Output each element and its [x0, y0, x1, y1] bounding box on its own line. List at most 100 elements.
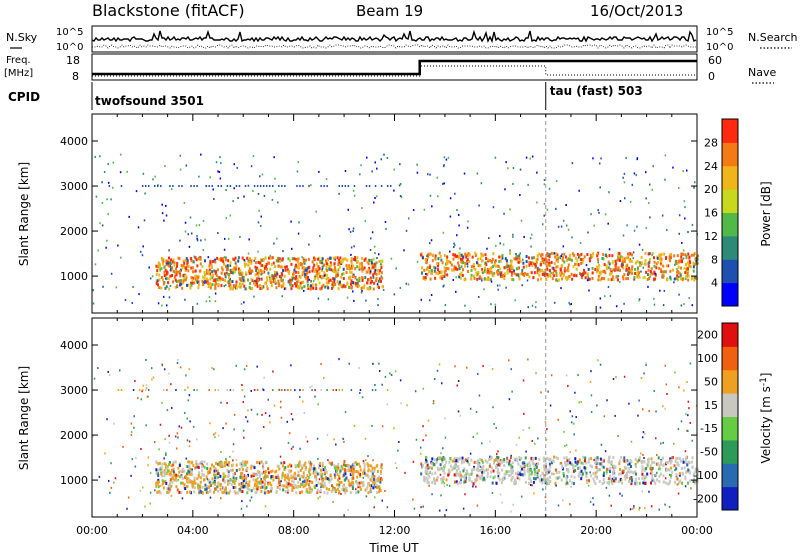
scatter-cell [607, 456, 610, 460]
scatter-cell [436, 264, 439, 268]
scatter-cell [169, 480, 172, 484]
scatter-cell [99, 155, 101, 158]
scatter-cell [640, 377, 643, 380]
scatter-cell [556, 253, 559, 257]
scatter-cell [333, 262, 336, 266]
scatter-cell [680, 266, 683, 270]
freq-tick-high: 18 [66, 54, 80, 67]
colorbar-frame [721, 118, 739, 307]
scatter-cell [444, 303, 447, 306]
scatter-cell [181, 497, 184, 500]
scatter-cell [669, 479, 672, 483]
scatter-cell [164, 268, 167, 272]
scatter-cell [161, 278, 164, 282]
scatter-cell [465, 469, 468, 473]
colorbar-segment [722, 212, 738, 237]
scatter-cell [350, 286, 353, 290]
scatter-cell [188, 440, 191, 443]
scatter-cell [683, 303, 685, 306]
scatter-cell [531, 233, 533, 236]
scatter-cell [256, 277, 259, 281]
scatter-cell [369, 237, 372, 240]
scatter-cell [669, 457, 672, 461]
scatter-cell [475, 468, 478, 472]
scatter-cell [438, 509, 441, 512]
scatter-cell [359, 389, 362, 392]
scatter-cell [529, 479, 532, 483]
scatter-cell [353, 245, 355, 248]
scatter-cell [378, 260, 381, 264]
scatter-cell [545, 264, 548, 268]
scatter-cell [604, 450, 607, 453]
scatter-cell [195, 224, 198, 227]
scatter-cell [200, 153, 202, 156]
scatter-cell [684, 253, 687, 257]
scatter-cell [213, 433, 215, 436]
scatter-cell [648, 410, 650, 413]
scatter-cell [367, 491, 370, 495]
scatter-cell [571, 236, 573, 239]
scatter-cell [583, 466, 586, 470]
scatter-cell [563, 252, 566, 256]
scatter-cell [229, 268, 232, 272]
scatter-cell [649, 464, 652, 468]
scatter-cell [443, 164, 445, 167]
scatter-cell [429, 466, 432, 470]
scatter-cell [612, 268, 615, 272]
scatter-cell [662, 264, 665, 268]
scatter-cell [193, 478, 196, 482]
scatter-cell [120, 185, 123, 188]
scatter-cell [499, 242, 502, 245]
scatter-cell [307, 486, 310, 490]
colorbar-tick-label: -15 [700, 422, 718, 435]
scatter-cell [560, 264, 563, 268]
scatter-cell [495, 466, 498, 470]
scatter-cell [229, 287, 232, 291]
scatter-cell [193, 486, 196, 490]
scatter-cell [540, 478, 543, 482]
scatter-cell [341, 437, 344, 440]
scatter-cell [528, 275, 531, 279]
scatter-cell [678, 293, 680, 296]
scatter-cell [509, 208, 511, 211]
scatter-cell [582, 272, 585, 276]
scatter-cell [695, 256, 698, 259]
scatter-cell [379, 279, 382, 283]
scatter-cell [188, 394, 191, 397]
scatter-cell [648, 276, 651, 280]
scatter-cell [274, 264, 277, 268]
scatter-cell [256, 389, 259, 392]
time-tick-label: 12:00 [379, 524, 411, 537]
scatter-cell [584, 469, 587, 473]
freq-label: Freq. [6, 55, 31, 66]
scatter-cell [274, 273, 277, 277]
scatter-cell [538, 252, 541, 256]
scatter-cell [539, 263, 542, 267]
scatter-cell [169, 269, 172, 272]
scatter-cell [454, 365, 456, 368]
scatter-cell [666, 229, 668, 232]
scatter-cell [602, 269, 605, 273]
scatter-cell [425, 476, 428, 480]
scatter-cell [432, 253, 435, 257]
scatter-cell [195, 462, 198, 466]
scatter-cell [104, 452, 106, 455]
scatter-cell [321, 262, 323, 265]
scatter-cell [665, 264, 668, 268]
scatter-cell [211, 270, 214, 274]
scatter-cell [548, 258, 551, 262]
scatter-cell [297, 470, 300, 474]
scatter-cell [474, 254, 477, 258]
scatter-cell [670, 474, 673, 478]
scatter-cell [257, 273, 260, 277]
scatter-cell [338, 485, 341, 489]
scatter-cell [294, 474, 297, 478]
scatter-cell [561, 253, 563, 256]
scatter-cell [503, 277, 506, 281]
scatter-cell [657, 468, 660, 471]
scatter-cell [496, 460, 499, 464]
scatter-cell [313, 277, 316, 281]
scatter-cell [380, 465, 383, 469]
scatter-cell [596, 258, 599, 262]
